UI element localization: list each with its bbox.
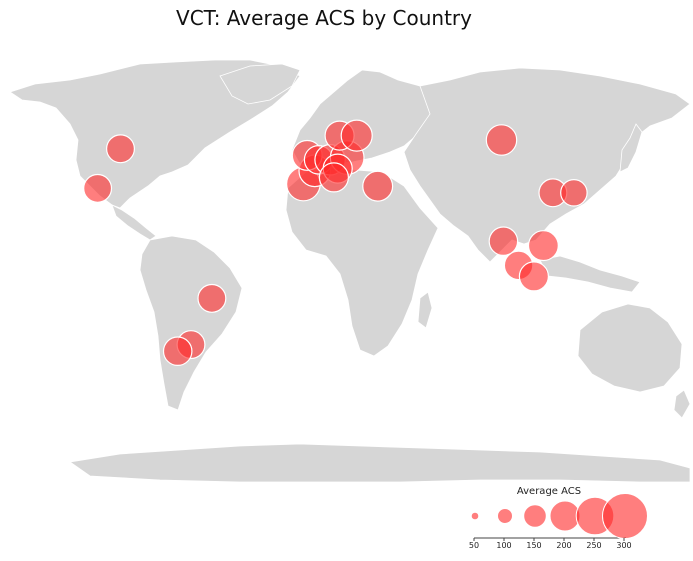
country-bubble-1[interactable] (105, 134, 135, 164)
legend-tick-label-200: 200 (556, 541, 571, 550)
country-bubble-14[interactable] (485, 124, 518, 156)
antarctica-land (68, 443, 691, 483)
chart-title: VCT: Average ACS by Country (176, 6, 472, 30)
legend-bubble-50 (470, 511, 480, 521)
country-bubble-10[interactable] (318, 162, 349, 193)
legend-tick-label-50: 50 (469, 541, 479, 550)
south-america-land (139, 235, 243, 411)
size-legend: Average ACS 50 100 150 200 250 300 (469, 486, 648, 550)
north-america-land (9, 59, 301, 209)
legend-items: 50 100 150 200 250 300 (469, 493, 648, 550)
southeast-asia-islands-land (539, 255, 641, 293)
legend-tick-label-150: 150 (526, 541, 541, 550)
legend-tick-label-100: 100 (496, 541, 511, 550)
country-bubble-2[interactable] (83, 173, 113, 203)
legend-bubble-300 (602, 493, 648, 539)
legend-tick-label-300: 300 (616, 541, 631, 550)
country-bubble-23[interactable] (162, 336, 193, 366)
country-bubbles (83, 119, 588, 366)
asia-land (403, 67, 691, 263)
country-bubble-17[interactable] (488, 226, 519, 256)
country-bubble-21[interactable] (197, 283, 227, 313)
japan-land (619, 123, 643, 173)
legend-bubble-100 (497, 508, 513, 524)
legend-bubble-150 (523, 504, 547, 528)
legend-title: Average ACS (517, 486, 581, 497)
new-zealand-land (673, 389, 691, 419)
country-bubble-18[interactable] (527, 230, 559, 262)
central-america-land (111, 204, 157, 241)
country-bubble-12[interactable] (340, 119, 373, 152)
country-bubble-16[interactable] (560, 179, 588, 207)
country-bubble-20[interactable] (518, 261, 550, 292)
madagascar-land (417, 291, 433, 329)
legend-tick-label-250: 250 (586, 541, 601, 550)
country-bubble-13[interactable] (362, 170, 394, 202)
greenland-land (219, 63, 301, 105)
australia-land (577, 303, 683, 393)
legend-bubble-200 (549, 500, 581, 532)
